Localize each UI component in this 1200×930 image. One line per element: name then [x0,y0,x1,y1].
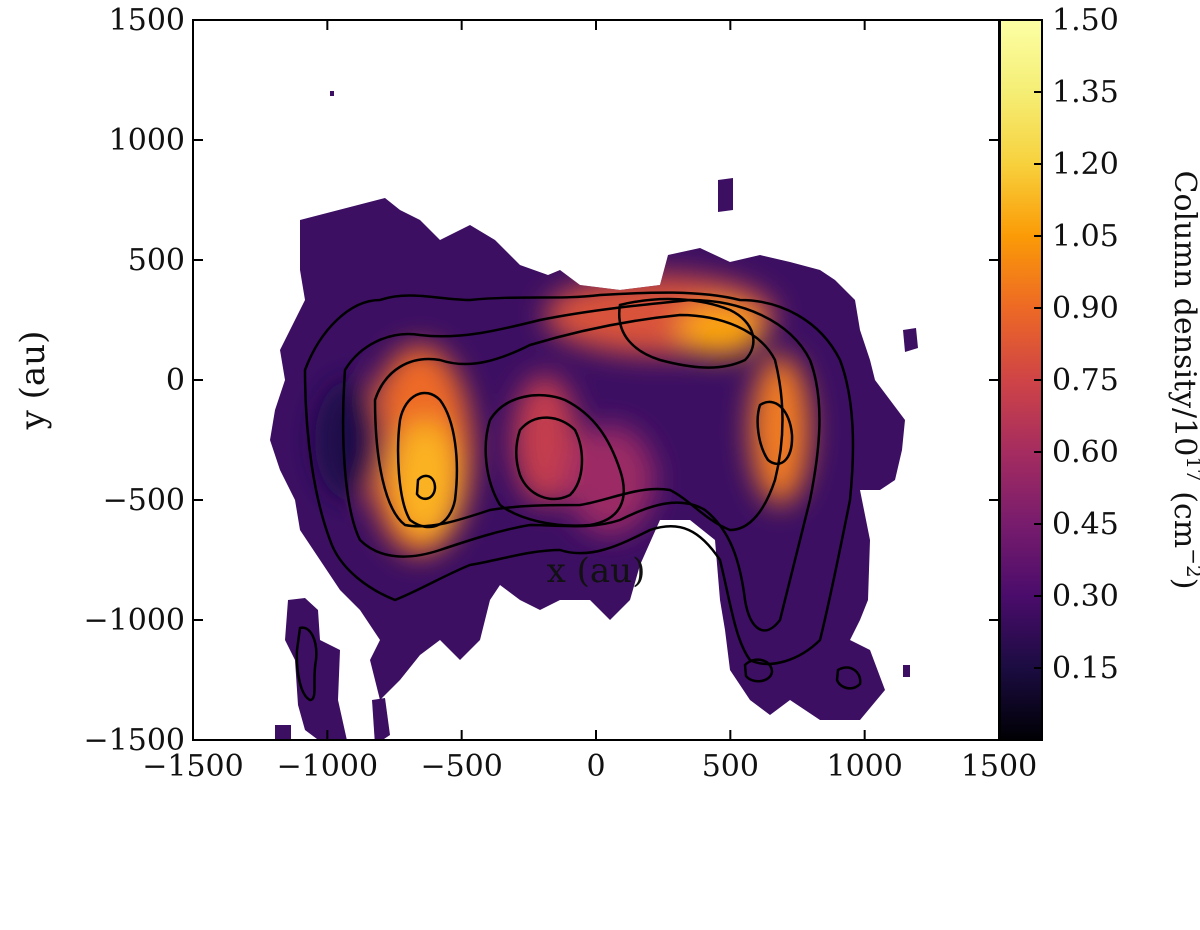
dark-left-edge [315,380,385,500]
contour-blob-left [295,626,318,702]
y-axis-label: y (au) [13,331,53,431]
colorbar-tick-label: 0.60 [1052,435,1119,470]
blob-top-right [718,178,733,212]
contour-bottom-right [743,658,774,683]
contour-level-2 [341,298,821,632]
contour-left-peak [396,391,459,529]
x-tick-label: −500 [420,749,502,784]
y-tick-label: −1000 [84,603,185,638]
blob-small-left [275,725,291,740]
peak-left-core [393,420,457,540]
contour-center [484,393,625,527]
colorbar-tick-label: 1.35 [1052,75,1119,110]
blob-right-1 [903,328,918,352]
y-tick-label: 1500 [109,3,185,38]
colorbar-tick-label: 1.50 [1052,3,1119,38]
peak-center [565,425,655,535]
blob-right-3 [858,408,870,418]
colorbar: 0.15 0.30 0.45 0.60 0.75 0.90 1.05 1.20 1.35 1.50… [999,3,1200,741]
contour-level-3 [373,313,784,532]
x-tick-label: 0 [586,749,605,784]
x-tick-label: −1000 [277,749,378,784]
heatmap-panel [192,19,1000,792]
x-tick-label: 1500 [961,749,1037,784]
blob-bottom-2 [395,760,408,792]
peak-top-core [678,304,762,356]
y-tick-label: −500 [103,483,185,518]
blob-dot [330,91,334,96]
x-tick-label: 500 [702,749,759,784]
contour-left-core [415,474,437,501]
blob-bottom-1 [372,698,390,740]
x-tick-label: −1500 [142,749,243,784]
contour-top-peak [617,297,755,369]
y-tick-label: 500 [128,243,185,278]
contour-center-inner [515,416,584,501]
colorbar-ticks: 0.15 0.30 0.45 0.60 0.75 0.90 1.05 1.20 1.35 1.50 [1034,3,1119,686]
colorbar-label: Column density/1017 (cm−2) [1167,171,1200,590]
x-axis-label: x (au) [547,551,646,591]
colorbar-tick-label: 0.30 [1052,579,1119,614]
colorbar-tick-label: 1.05 [1052,219,1119,254]
x-axis: −1500 −1000 −500 0 500 1000 1500 [142,20,1037,784]
y-tick-label: 1000 [109,123,185,158]
y-tick-label: 0 [166,363,185,398]
contour-bottom-right-2 [835,666,862,690]
peak-center-left [513,375,577,505]
peak-right [750,355,810,505]
y-tick-label: −1500 [84,723,185,758]
colorbar-tick-label: 1.20 [1052,147,1119,182]
colorbar-tick-label: 0.45 [1052,507,1119,542]
contour-right-peak [756,400,794,466]
colorbar-tick-label: 0.15 [1052,651,1119,686]
contours [295,291,862,702]
colorbar-tick-label: 0.75 [1052,363,1119,398]
colorbar-tick-label: 0.90 [1052,291,1119,326]
blob-right-2 [903,665,910,677]
y-axis: −1500 −1000 −500 0 500 1000 1500 [84,3,999,758]
contour-level-1 [303,291,855,666]
x-tick-label: 1000 [826,749,902,784]
